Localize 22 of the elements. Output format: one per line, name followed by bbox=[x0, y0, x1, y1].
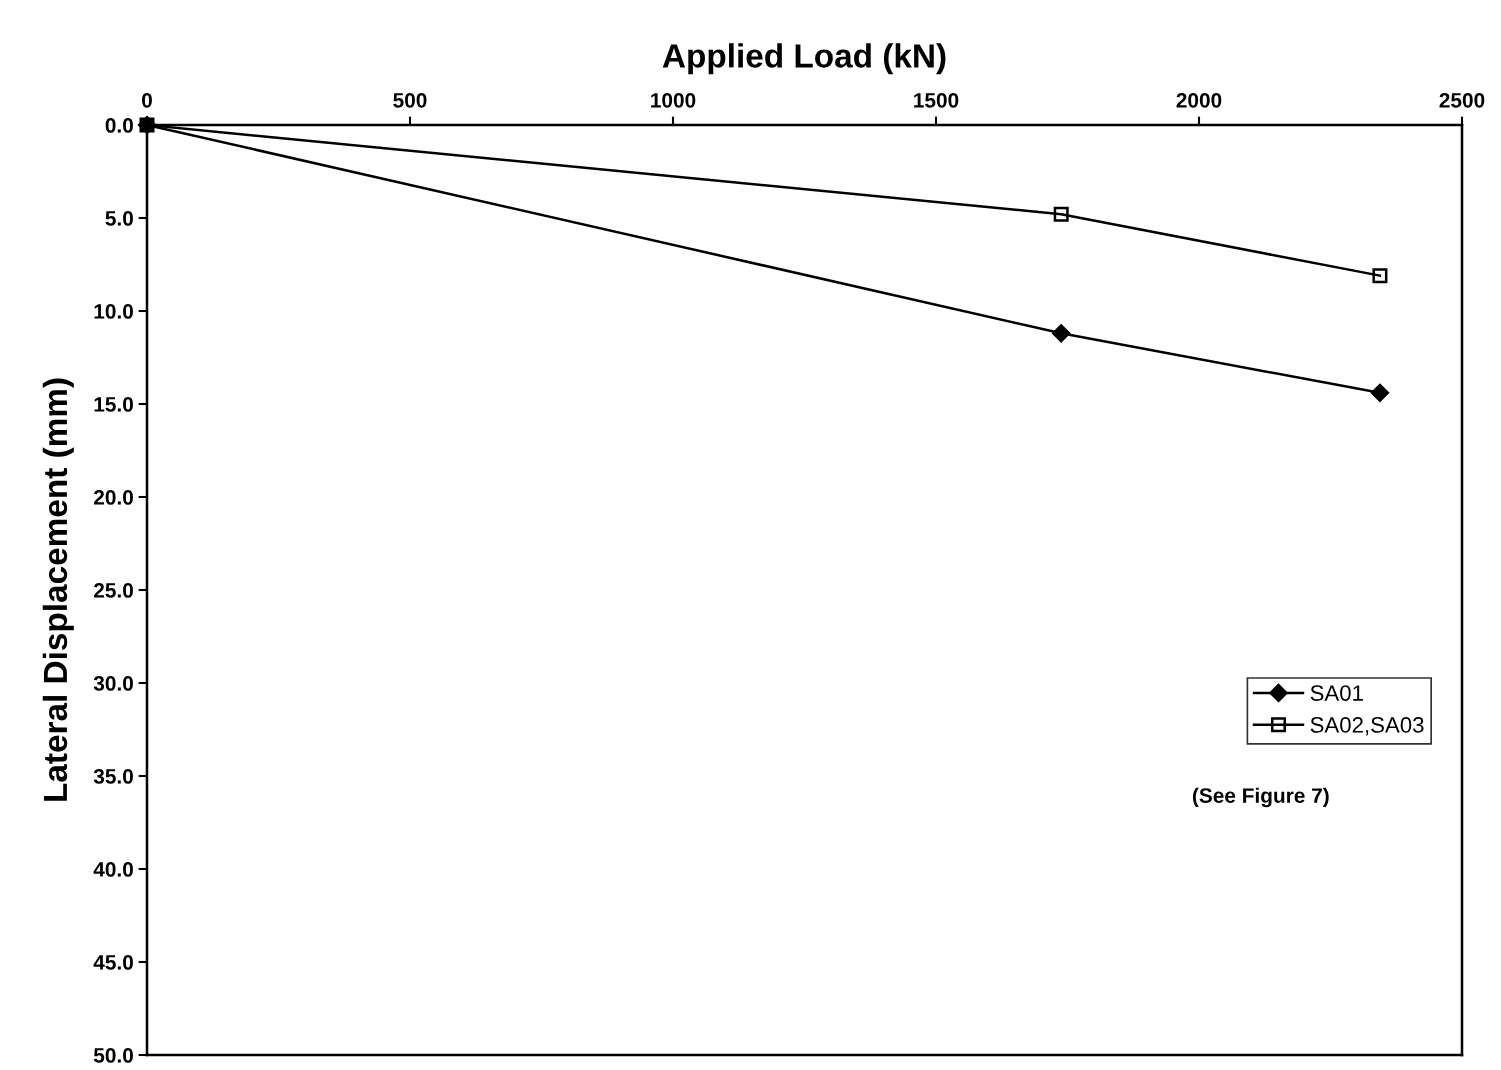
y-tick-label: 40.0 bbox=[93, 862, 133, 877]
y-tick-label: 50.0 bbox=[93, 1048, 133, 1063]
y-tick-label: 30.0 bbox=[93, 676, 133, 691]
x-axis-title: Applied Load (kN) bbox=[662, 43, 946, 75]
y-axis-title: Lateral Displacement (mm) bbox=[42, 378, 74, 801]
x-tick-label: 1500 bbox=[914, 92, 959, 108]
y-tick-label: 35.0 bbox=[93, 769, 133, 784]
x-tick-label: 2000 bbox=[1176, 92, 1222, 108]
y-tick-label: 10.0 bbox=[94, 304, 133, 319]
x-tick-label: 2500 bbox=[1439, 92, 1485, 108]
y-tick-label: 45.0 bbox=[93, 955, 133, 970]
y-tick-label: 20.0 bbox=[93, 490, 133, 505]
y-tick-label: 15.0 bbox=[94, 397, 133, 412]
legend-label: SA02,SA03 bbox=[1310, 717, 1424, 736]
legend-label: SA01 bbox=[1310, 685, 1363, 701]
y-tick-label: 25.0 bbox=[93, 583, 133, 598]
y-tick-label: 0.0 bbox=[105, 118, 133, 133]
y-tick-label: 5.0 bbox=[105, 211, 133, 226]
x-tick-label: 1000 bbox=[651, 92, 696, 108]
annotation: (See Figure 7) bbox=[1192, 787, 1329, 808]
x-tick-label: 0 bbox=[142, 92, 152, 108]
x-tick-label: 500 bbox=[393, 92, 427, 108]
